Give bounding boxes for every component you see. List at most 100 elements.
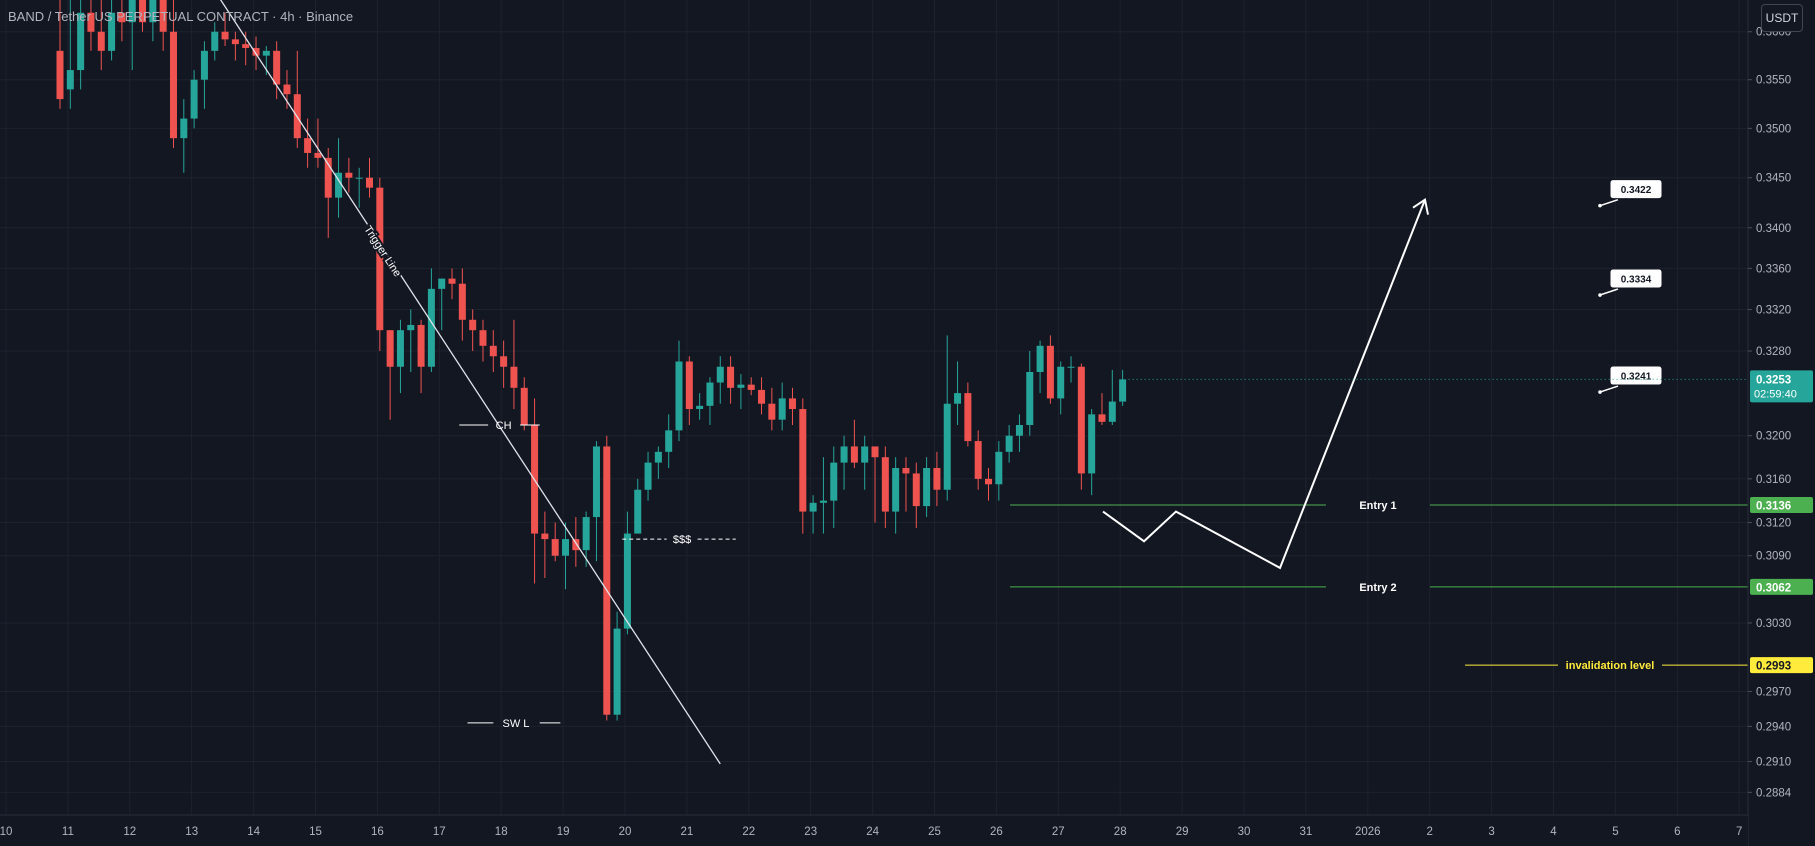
candle-body bbox=[685, 361, 693, 410]
target-dot bbox=[1598, 390, 1602, 394]
time-tick-label: 14 bbox=[247, 826, 260, 838]
current-price-tag-bg bbox=[1750, 370, 1813, 403]
candle-body bbox=[128, 0, 136, 23]
candle-body bbox=[840, 446, 848, 463]
candle-body bbox=[211, 31, 219, 51]
target-label: 0.3241 bbox=[1621, 372, 1652, 383]
price-tick-label: 0.3550 bbox=[1756, 75, 1791, 87]
candle-body bbox=[654, 451, 662, 463]
candle-body bbox=[417, 324, 425, 367]
candle-body bbox=[139, 0, 147, 23]
time-tick-label: 27 bbox=[1052, 826, 1065, 838]
candle-body bbox=[97, 31, 105, 51]
candle-body bbox=[582, 517, 590, 551]
target-pointer bbox=[1599, 385, 1619, 393]
candle-body bbox=[1088, 414, 1096, 474]
time-tick-label: 5 bbox=[1612, 826, 1618, 838]
level-label: invalidation level bbox=[1566, 660, 1655, 672]
time-tick-label: 13 bbox=[185, 826, 198, 838]
candle-body bbox=[1077, 366, 1085, 474]
time-tick-label: 28 bbox=[1114, 826, 1127, 838]
candle-body bbox=[510, 366, 518, 388]
candle-body bbox=[345, 172, 353, 178]
candle-body bbox=[283, 84, 291, 95]
candle-body bbox=[861, 446, 869, 463]
target-label: 0.3422 bbox=[1621, 185, 1652, 196]
candle-body bbox=[56, 50, 64, 100]
candle-body bbox=[706, 382, 714, 406]
invalidation-price-tag-bg bbox=[1750, 657, 1813, 674]
candle-body bbox=[438, 278, 446, 289]
level-label: Entry 1 bbox=[1359, 500, 1396, 512]
swing-low-label: SW L bbox=[503, 718, 530, 730]
time-tick-label: 16 bbox=[371, 826, 384, 838]
candle-body bbox=[366, 177, 373, 188]
candle-body bbox=[737, 384, 745, 388]
time-tick-label: 2026 bbox=[1355, 826, 1381, 838]
candle-body bbox=[623, 533, 631, 629]
candle-body bbox=[551, 539, 559, 556]
projection-path bbox=[1102, 199, 1426, 570]
currency-button[interactable]: USDT bbox=[1761, 4, 1803, 32]
price-tick-label: 0.3320 bbox=[1756, 304, 1791, 316]
candle-body bbox=[376, 187, 384, 331]
candle-body bbox=[788, 398, 796, 410]
time-tick-label: 17 bbox=[433, 826, 446, 838]
candle-body bbox=[747, 384, 755, 390]
candle-body bbox=[727, 366, 735, 388]
time-tick-label: 31 bbox=[1300, 826, 1313, 838]
candle-body bbox=[995, 451, 1003, 485]
candle-body bbox=[77, 12, 85, 71]
candle-body bbox=[1108, 401, 1116, 422]
price-tick-label: 0.2940 bbox=[1756, 721, 1791, 733]
trigger-line bbox=[219, 0, 721, 765]
candle-body bbox=[108, 12, 116, 51]
price-axis bbox=[1748, 0, 1815, 846]
candle-body bbox=[799, 409, 807, 512]
projection-arrowhead bbox=[1412, 197, 1429, 215]
candle-body bbox=[314, 152, 322, 158]
choch-label: CH bbox=[496, 420, 512, 432]
candle-body bbox=[871, 446, 879, 458]
candle-body bbox=[943, 403, 951, 490]
target-dot bbox=[1598, 203, 1602, 208]
candle-body bbox=[273, 50, 281, 85]
invalidation-price-tag: 0.2993 bbox=[1756, 661, 1791, 673]
candle-body bbox=[221, 31, 229, 40]
time-tick-label: 19 bbox=[557, 826, 570, 838]
time-tick-label: 20 bbox=[619, 826, 632, 838]
candle-body bbox=[778, 398, 786, 420]
candle-body bbox=[613, 628, 621, 715]
candle-body bbox=[1067, 366, 1075, 368]
candle-body bbox=[892, 468, 900, 512]
candle-body bbox=[427, 288, 435, 367]
candle-body bbox=[1026, 372, 1034, 426]
candle-body bbox=[819, 500, 827, 503]
price-tick-label: 0.2910 bbox=[1756, 757, 1791, 769]
price-tick-label: 0.3120 bbox=[1756, 518, 1791, 530]
price-tick-label: 0.2884 bbox=[1756, 787, 1792, 799]
candle-body bbox=[1005, 435, 1013, 452]
candle-body bbox=[1015, 425, 1023, 436]
target-pointer bbox=[1599, 198, 1619, 207]
candle-body bbox=[242, 44, 250, 48]
candle-body bbox=[974, 441, 982, 479]
candle-body bbox=[902, 468, 910, 474]
candle-body bbox=[252, 47, 260, 56]
time-tick-label: 7 bbox=[1736, 826, 1742, 838]
candle-body bbox=[479, 330, 487, 346]
candle-body bbox=[1057, 366, 1065, 399]
time-tick-label: 10 bbox=[0, 826, 12, 838]
time-tick-label: 15 bbox=[309, 826, 322, 838]
candles-group bbox=[56, 0, 1127, 721]
candle-body bbox=[324, 157, 332, 198]
candle-body bbox=[1036, 345, 1044, 373]
target-callout bbox=[1609, 268, 1663, 289]
candle-body bbox=[696, 405, 704, 410]
current-price-tag: 0.3253 bbox=[1756, 374, 1791, 386]
candle-body bbox=[912, 473, 920, 507]
candle-body bbox=[190, 79, 198, 119]
level-label: Entry 2 bbox=[1359, 582, 1396, 594]
candle-body bbox=[169, 31, 177, 139]
